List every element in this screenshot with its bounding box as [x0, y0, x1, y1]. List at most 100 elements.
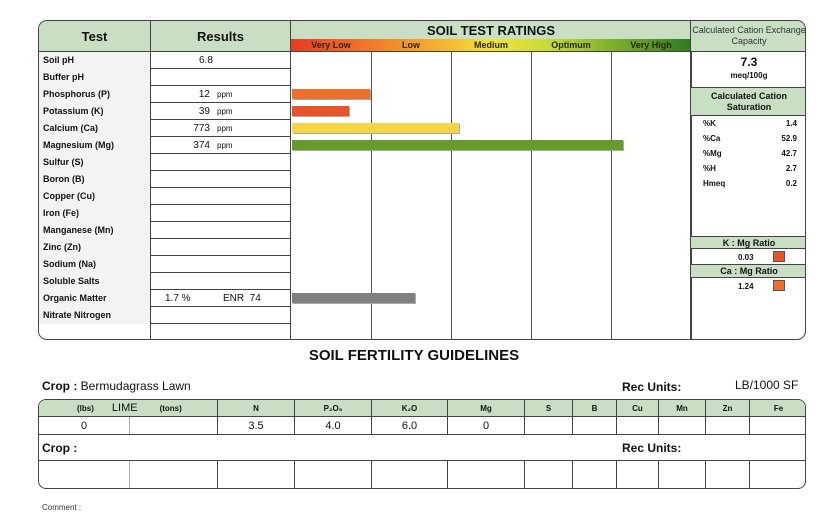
ca-mg-ratio-header: Ca : Mg Ratio: [691, 265, 805, 278]
results-column-header: Results: [151, 21, 291, 52]
test-row: Phosphorus (P) 12 ppm: [39, 86, 291, 103]
empty-cell: [39, 461, 130, 488]
cec-box: 7.3 meq/100g: [691, 52, 805, 88]
b-header: B: [573, 400, 617, 416]
k-mg-ratio-header: K : Mg Ratio: [691, 236, 805, 249]
rating-optimum: Optimum: [551, 40, 591, 50]
bar-organic-matter: [292, 293, 415, 303]
saturation-item: %Ca 52.9: [703, 134, 797, 143]
test-row: Manganese (Mn): [39, 222, 291, 239]
cec-unit: meq/100g: [730, 71, 768, 80]
test-result: [151, 239, 291, 256]
test-row: Boron (B): [39, 171, 291, 188]
test-result: [151, 256, 291, 273]
test-name: Soluble Salts: [39, 273, 151, 290]
test-result: [151, 154, 291, 171]
guidelines-table: (lbs) LIME (tons) N P₂O₅ K₂O Mg S B Cu M…: [38, 399, 806, 489]
test-result: [151, 273, 291, 290]
cec-value: 7.3: [740, 55, 758, 69]
rating-very-low: Very Low: [311, 40, 351, 50]
test-name: Manganese (Mn): [39, 222, 151, 239]
test-name: Iron (Fe): [39, 205, 151, 222]
bar-potassium: [292, 106, 349, 116]
saturation-label: %K: [703, 119, 716, 128]
fe-header: Fe: [773, 403, 784, 413]
test-name: Zinc (Zn): [39, 239, 151, 256]
empty-cell: [295, 461, 372, 488]
test-result: 374 ppm: [151, 137, 291, 154]
test-name: Organic Matter: [39, 290, 151, 307]
result-value: 773: [193, 123, 210, 134]
test-result: 39 ppm: [151, 103, 291, 120]
saturation-item: %Mg 42.7: [703, 149, 797, 158]
right-panel-divider: [690, 21, 692, 339]
k2o-value: 6.0: [372, 417, 448, 434]
test-result: [151, 171, 291, 188]
lime-lbs-label: (lbs): [77, 403, 94, 413]
ca-mg-ratio-indicator: [773, 280, 785, 291]
ca-mg-ratio-row: 1.24: [691, 278, 805, 294]
test-result: 12 ppm: [151, 86, 291, 103]
lime-header: (lbs) LIME (tons): [39, 400, 218, 416]
comment-label: Comment :: [42, 503, 82, 512]
result-unit: ppm: [217, 107, 233, 116]
saturation-value: 42.7: [781, 149, 797, 158]
mg-value: 0: [448, 417, 525, 434]
saturation-value: 0.2: [785, 179, 797, 188]
crop-label: Crop :: [42, 379, 78, 393]
guidelines-values-row: 0 3.5 4.0 6.0 0: [39, 417, 805, 435]
test-row: Buffer pH: [39, 69, 291, 86]
empty-cell: [130, 461, 218, 488]
result-unit: ppm: [217, 90, 233, 99]
lime-tons-value: [130, 417, 218, 434]
test-name: Phosphorus (P): [39, 86, 151, 103]
rating-medium: Medium: [473, 40, 508, 50]
guidelines-header-row: (lbs) LIME (tons) N P₂O₅ K₂O Mg S B Cu M…: [39, 400, 805, 417]
test-result: [151, 188, 291, 205]
test-row: Soil pH 6.8: [39, 52, 291, 69]
test-name: Boron (B): [39, 171, 151, 188]
crop2-label: Crop :: [42, 441, 78, 455]
saturation-item: %K 1.4: [703, 119, 797, 128]
empty-cell: [525, 461, 573, 488]
crop2-row: Crop : Rec Units:: [39, 435, 805, 461]
crop2-values-row: [39, 461, 805, 488]
test-result: 773 ppm: [151, 120, 291, 137]
k-mg-ratio-value: 0.03: [738, 253, 754, 262]
saturation-label: Hmeq: [703, 179, 726, 188]
test-name: Magnesium (Mg): [39, 137, 151, 154]
blank-row: [39, 324, 291, 339]
test-row: Organic Matter 1.7 % ENR 74: [39, 290, 291, 307]
lime-lbs-value: 0: [39, 417, 130, 434]
result-unit: ENR 74: [223, 293, 261, 304]
cec-header: Calculated Cation Exchange Capacity: [691, 21, 805, 52]
test-row: Sodium (Na): [39, 256, 291, 273]
grid-line: [531, 52, 532, 339]
saturation-item: %H 2.7: [703, 164, 797, 173]
empty-cell: [659, 461, 706, 488]
empty-cell: [573, 461, 617, 488]
s-value: [525, 417, 573, 434]
mn-header: Mn: [659, 400, 706, 416]
rating-very-high: Very High: [630, 40, 672, 50]
result-value: 12: [198, 89, 210, 100]
result-value: 6.8: [199, 55, 213, 66]
test-row: Iron (Fe): [39, 205, 291, 222]
test-result: 1.7 % ENR 74: [151, 290, 291, 307]
b-value: [573, 417, 617, 434]
rec-units-value: LB/1000 SF: [735, 378, 799, 392]
grid-line: [371, 52, 372, 339]
saturation-header: Calculated Cation Saturation: [691, 88, 805, 116]
saturation-value: 2.7: [785, 164, 797, 173]
saturation-value: 52.9: [781, 134, 797, 143]
test-result: [151, 307, 291, 324]
rec-units2-label: Rec Units:: [622, 441, 682, 455]
test-row: Potassium (K) 39 ppm: [39, 103, 291, 120]
saturation-item: Hmeq 0.2: [703, 179, 797, 188]
k2o-header: K₂O: [372, 400, 448, 416]
test-name: Potassium (K): [39, 103, 151, 120]
empty-cell: [218, 461, 295, 488]
saturation-value: 1.4: [785, 119, 797, 128]
test-name: Calcium (Ca): [39, 120, 151, 137]
test-row: Calcium (Ca) 773 ppm: [39, 120, 291, 137]
